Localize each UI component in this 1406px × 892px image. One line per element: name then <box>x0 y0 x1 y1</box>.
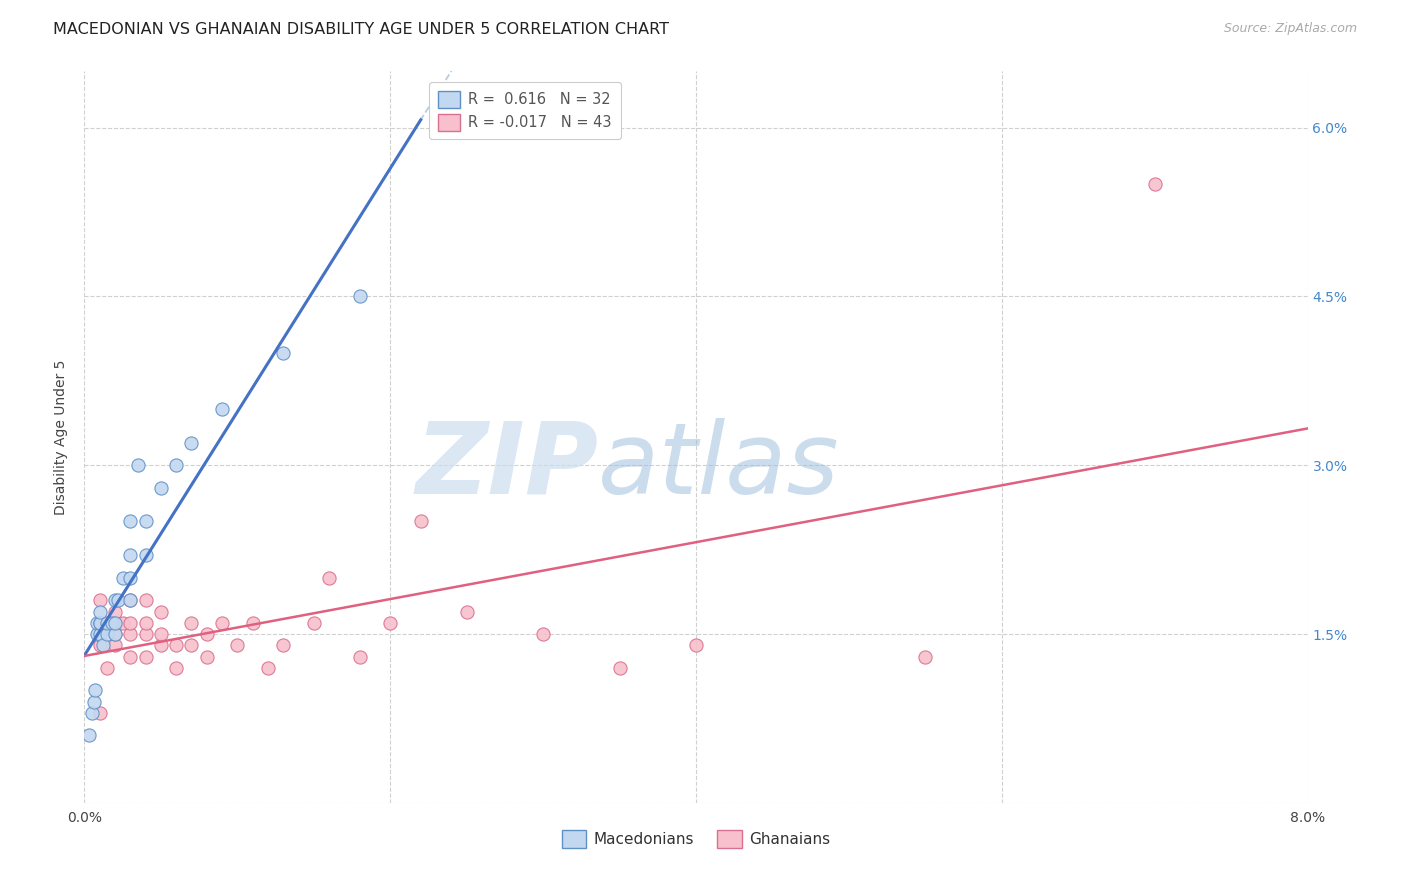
Point <box>86 615 108 630</box>
Legend: Macedonians, Ghanaians: Macedonians, Ghanaians <box>555 824 837 854</box>
Text: ZIP: ZIP <box>415 417 598 515</box>
Point <box>89 615 111 630</box>
Point <box>135 548 157 562</box>
Point <box>165 458 187 473</box>
Point <box>104 638 127 652</box>
Point <box>609 661 631 675</box>
Point <box>180 435 202 450</box>
Point <box>120 649 142 664</box>
Point <box>149 481 172 495</box>
Point <box>104 627 127 641</box>
Point <box>101 615 124 630</box>
Point <box>120 548 142 562</box>
Point <box>149 605 172 619</box>
Point <box>685 638 707 652</box>
Point <box>1143 177 1166 191</box>
Point <box>242 615 264 630</box>
Point <box>349 649 371 664</box>
Point <box>149 627 172 641</box>
Point <box>211 401 233 416</box>
Point <box>271 345 294 359</box>
Point <box>89 615 111 630</box>
Point <box>120 515 142 529</box>
Point <box>86 627 108 641</box>
Point <box>84 683 107 698</box>
Point <box>180 615 202 630</box>
Point <box>96 627 118 641</box>
Point <box>89 706 111 720</box>
Point <box>149 638 172 652</box>
Point <box>89 627 111 641</box>
Point <box>180 638 202 652</box>
Point <box>104 615 127 630</box>
Point <box>104 615 127 630</box>
Point <box>302 615 325 630</box>
Point <box>107 593 129 607</box>
Point <box>120 615 142 630</box>
Point <box>89 615 111 630</box>
Point <box>120 593 142 607</box>
Point <box>83 694 105 708</box>
Point <box>89 605 111 619</box>
Point <box>165 638 187 652</box>
Point <box>409 515 432 529</box>
Point <box>349 289 371 303</box>
Point <box>226 638 249 652</box>
Point <box>120 571 142 585</box>
Point <box>96 615 118 630</box>
Point <box>91 638 114 652</box>
Point <box>531 627 554 641</box>
Point <box>456 605 478 619</box>
Point <box>165 661 187 675</box>
Point <box>135 627 157 641</box>
Point <box>127 458 149 473</box>
Point <box>914 649 936 664</box>
Point <box>380 615 402 630</box>
Y-axis label: Disability Age Under 5: Disability Age Under 5 <box>55 359 69 515</box>
Point <box>104 605 127 619</box>
Point <box>195 649 218 664</box>
Point <box>111 571 134 585</box>
Point <box>77 728 100 742</box>
Text: atlas: atlas <box>598 417 839 515</box>
Point <box>89 638 111 652</box>
Point <box>104 593 127 607</box>
Point <box>271 638 294 652</box>
Point <box>89 593 111 607</box>
Point <box>111 615 134 630</box>
Text: MACEDONIAN VS GHANAIAN DISABILITY AGE UNDER 5 CORRELATION CHART: MACEDONIAN VS GHANAIAN DISABILITY AGE UN… <box>53 22 669 37</box>
Point <box>135 515 157 529</box>
Point <box>120 627 142 641</box>
Point <box>318 571 340 585</box>
Point <box>80 706 103 720</box>
Point <box>135 649 157 664</box>
Point <box>257 661 280 675</box>
Point <box>135 615 157 630</box>
Text: Source: ZipAtlas.com: Source: ZipAtlas.com <box>1223 22 1357 36</box>
Point <box>96 661 118 675</box>
Point <box>211 615 233 630</box>
Point <box>120 593 142 607</box>
Point <box>195 627 218 641</box>
Point <box>104 627 127 641</box>
Point <box>135 593 157 607</box>
